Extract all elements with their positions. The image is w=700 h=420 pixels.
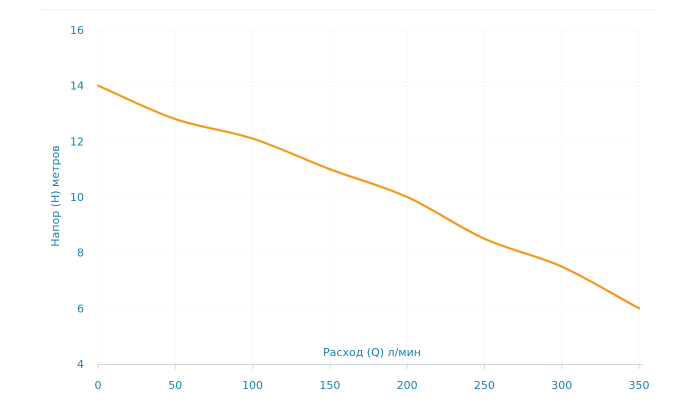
y-tick-label: 14 (70, 80, 84, 93)
x-tick-label: 50 (168, 379, 182, 392)
y-tick-label: 8 (77, 247, 84, 260)
x-tick-label: 300 (551, 379, 572, 392)
series (96, 84, 641, 310)
x-tick-label: 100 (242, 379, 263, 392)
grid (97, 29, 640, 365)
x-tick-label: 250 (474, 379, 495, 392)
x-tick-label: 150 (319, 379, 340, 392)
axes (97, 364, 643, 369)
x-tick-label: 0 (95, 379, 102, 392)
y-tick-label: 16 (70, 24, 84, 37)
x-tick-label: 200 (397, 379, 418, 392)
y-tick-label: 4 (77, 358, 84, 371)
x-tick-label: 350 (629, 379, 650, 392)
x-axis-title: Расход (Q) л/мин (323, 346, 421, 359)
y-tick-label: 6 (77, 302, 84, 315)
top-border (40, 9, 656, 10)
y-tick-label: 12 (70, 135, 84, 148)
y-tick-label: 10 (70, 191, 84, 204)
labels: 0 50 100 150 200 250 300 350 4 6 8 10 12 14 16 Расход (… (49, 24, 650, 392)
y-axis-title: Напор (H) метров (49, 145, 62, 246)
series-line (96, 84, 641, 310)
